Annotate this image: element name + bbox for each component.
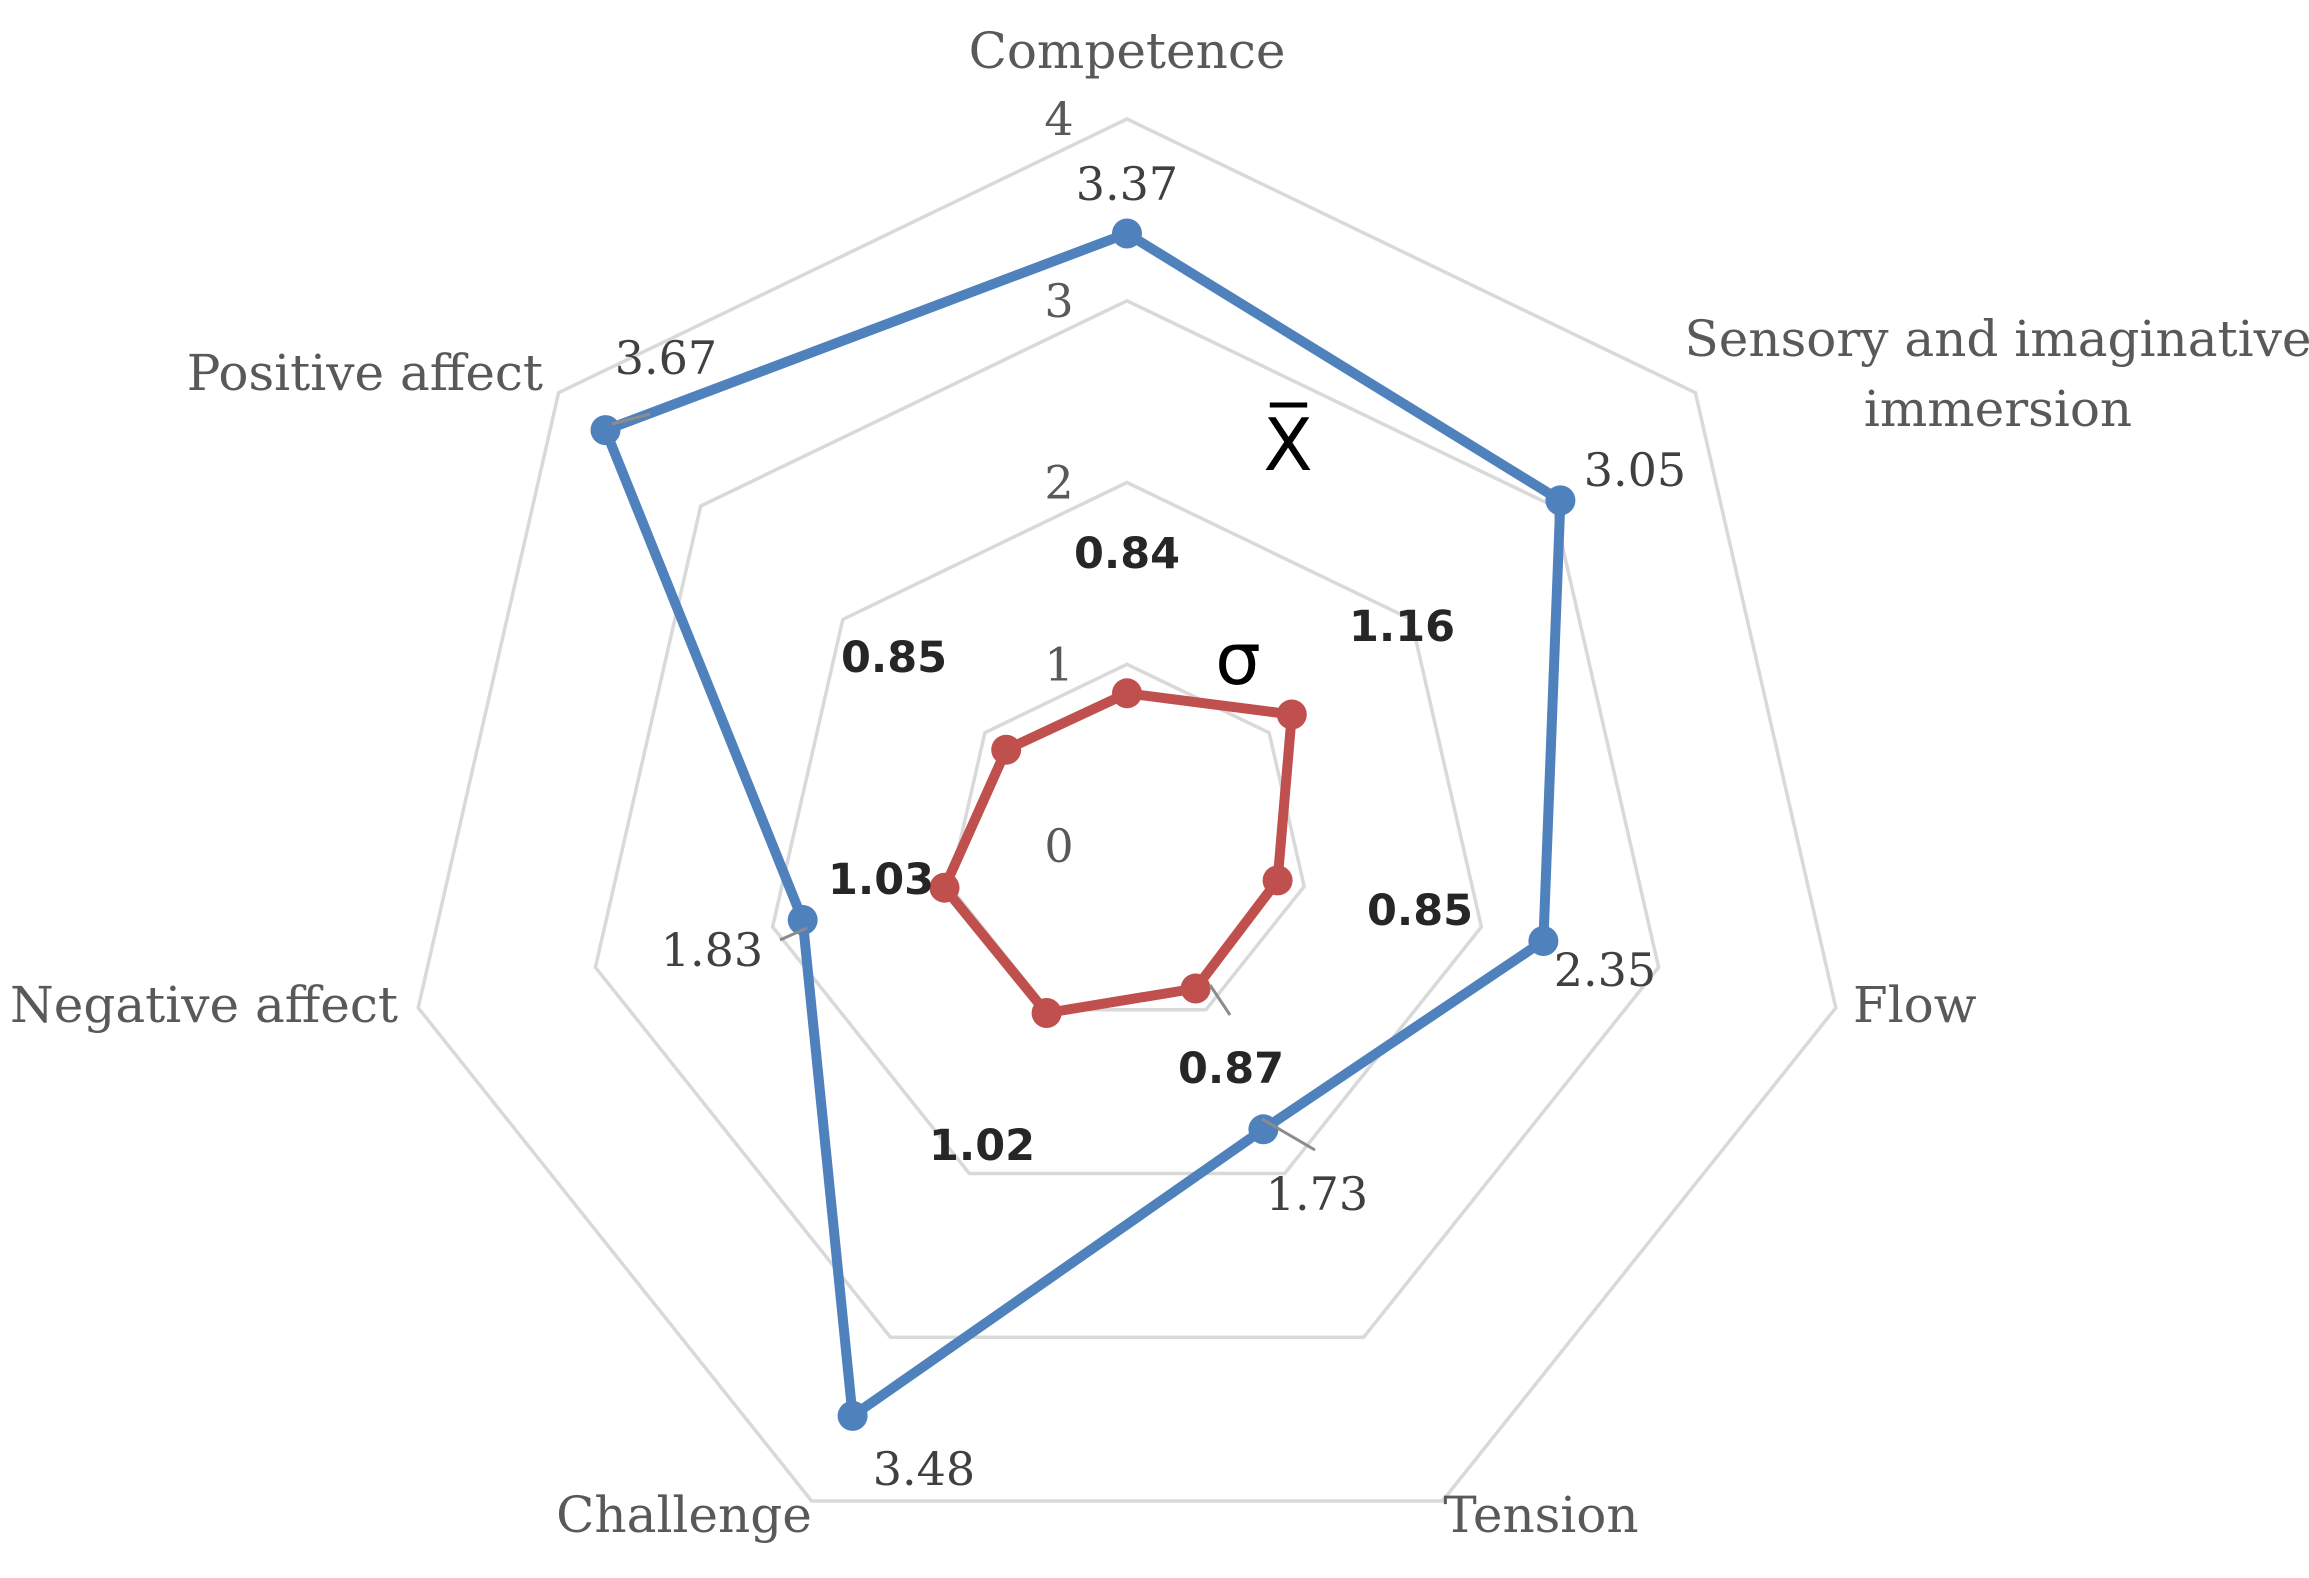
sd-series-line: [939, 688, 1297, 1018]
mean-series-point: [787, 905, 818, 935]
axis-label: Positive affect: [187, 344, 543, 402]
sd-data-label: 0.87: [1178, 1044, 1284, 1094]
sd-series-point: [1262, 865, 1293, 896]
axis-label-line: Competence: [969, 22, 1286, 80]
radial-tick-label: 1: [1044, 637, 1073, 691]
sd-series-point: [929, 872, 960, 903]
gridline-ring-1: [947, 662, 1307, 1012]
mean-data-label: 3.37: [1076, 157, 1178, 211]
mean-series-point: [1528, 926, 1559, 956]
data-label-leader: [1208, 984, 1232, 1016]
sd-data-label: 1.16: [1349, 602, 1455, 652]
radial-tick-label: 0: [1044, 819, 1073, 873]
axis-label-line: Tension: [1443, 1486, 1638, 1544]
sd-data-label: 0.84: [1074, 529, 1180, 579]
axis-label: Challenge: [556, 1486, 812, 1544]
radar-gridlines: [416, 117, 1838, 1503]
axis-label-line: immersion: [1864, 380, 2132, 438]
axis-label: Tension: [1443, 1486, 1638, 1544]
gridline-ring-2: [770, 480, 1484, 1176]
mean-data-label: 3.48: [873, 1442, 975, 1496]
mean-series-point: [1248, 1114, 1279, 1145]
sd-series-point: [1276, 699, 1307, 730]
sd-data-label: 0.85: [1367, 886, 1473, 936]
mean-series-point: [837, 1400, 868, 1431]
axis-label-line: Sensory and imaginative: [1685, 310, 2309, 368]
data-label-leader: [611, 412, 651, 426]
axis-label-line: Positive affect: [187, 344, 543, 402]
axis-label-line: Challenge: [556, 1486, 812, 1544]
mean-data-label: 1.83: [661, 923, 763, 977]
mean-data-label: 2.35: [1554, 943, 1656, 997]
axis-label-line: Flow: [1853, 976, 1977, 1034]
gridline-ring-4: [416, 117, 1838, 1503]
mean-symbol: X̅: [1263, 403, 1312, 487]
sd-data-label: 0.85: [841, 633, 947, 683]
mean-series-point: [1112, 218, 1142, 249]
axis-label: Competence: [969, 22, 1286, 80]
sd-series-point: [991, 734, 1022, 765]
mean-series-point: [1545, 485, 1576, 516]
axis-label: Sensory and imaginative immersion: [1685, 310, 2309, 438]
mean-data-label: 3.05: [1584, 443, 1686, 497]
sd-data-label: 1.03: [828, 855, 934, 905]
axis-label: Negative affect: [10, 976, 398, 1034]
radial-tick-label: 4: [1044, 92, 1073, 146]
radial-tick-label: 2: [1044, 456, 1073, 510]
mean-data-label: 3.67: [615, 331, 717, 385]
sd-data-label: 1.02: [929, 1121, 1035, 1171]
radial-tick-label: 3: [1044, 274, 1073, 328]
axis-label-line: Negative affect: [10, 976, 398, 1034]
axis-label: Flow: [1853, 976, 1977, 1034]
sd-symbol: σ: [1215, 617, 1261, 701]
radar-series: [590, 218, 1576, 1431]
sd-series-point: [1112, 678, 1142, 709]
sd-series-point: [1031, 998, 1062, 1028]
gridline-ring-3: [593, 298, 1661, 1340]
mean-series-line: [600, 228, 1566, 1421]
mean-data-label: 1.73: [1266, 1167, 1368, 1221]
mean-series-point: [590, 415, 621, 446]
data-label-leader: [779, 926, 808, 942]
radar-labels: 0 1 2 3 4 Competence Sensory and imaginative im…: [10, 22, 2309, 1544]
data-label-leader: [1261, 1117, 1316, 1152]
sd-series-point: [1180, 973, 1211, 1004]
